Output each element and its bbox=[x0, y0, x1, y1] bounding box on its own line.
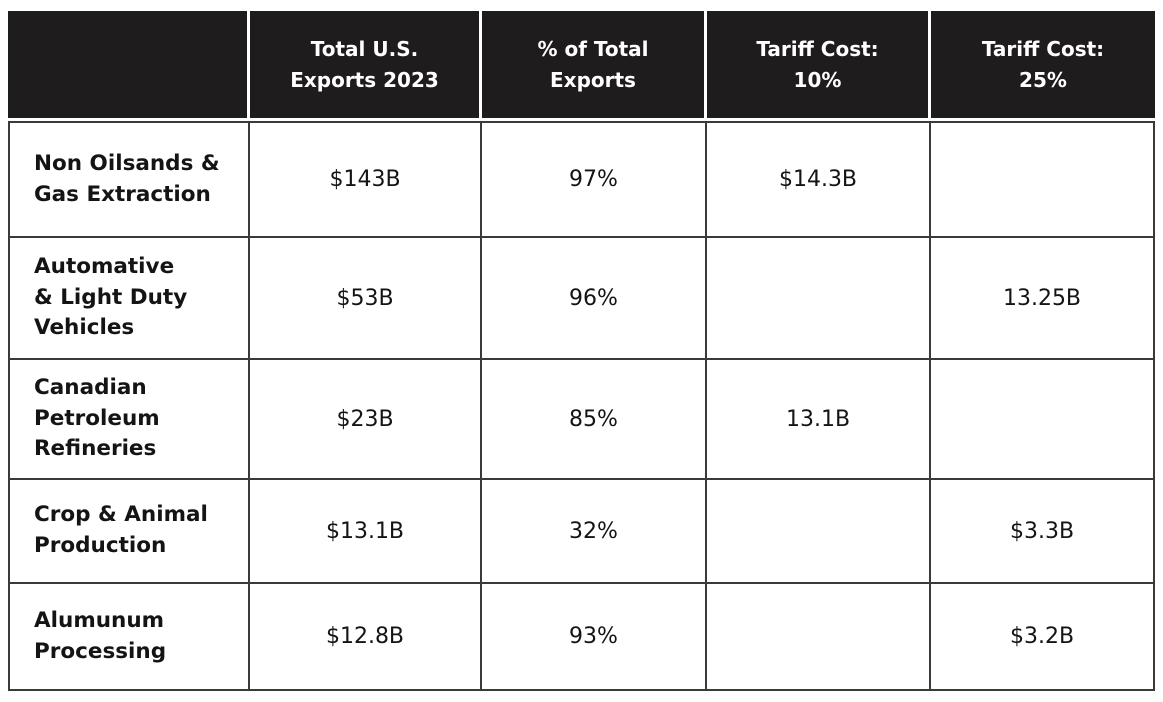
cell-pct-of-total: 93% bbox=[482, 584, 707, 689]
row-label: Alumunum Processing bbox=[10, 584, 250, 689]
cell-total-exports: $23B bbox=[250, 360, 482, 480]
tariff-cost-table: Total U.S. Exports 2023 % of Total Expor… bbox=[8, 11, 1155, 691]
cell-total-exports: $13.1B bbox=[250, 480, 482, 584]
cell-pct-of-total: 97% bbox=[482, 123, 707, 238]
row-label: Automative & Light Duty Vehicles bbox=[10, 238, 250, 360]
cell-tariff-10: $14.3B bbox=[707, 123, 931, 238]
cell-tariff-10: 13.1B bbox=[707, 360, 931, 480]
header-cell-tariff-25: Tariff Cost: 25% bbox=[931, 11, 1155, 118]
cell-pct-of-total: 96% bbox=[482, 238, 707, 360]
cell-tariff-10 bbox=[707, 584, 931, 689]
cell-pct-of-total: 85% bbox=[482, 360, 707, 480]
header-cell-pct-of-total: % of Total Exports bbox=[482, 11, 707, 118]
cell-tariff-25: $3.2B bbox=[931, 584, 1153, 689]
cell-total-exports: $143B bbox=[250, 123, 482, 238]
cell-tariff-25 bbox=[931, 123, 1153, 238]
header-cell-total-exports: Total U.S. Exports 2023 bbox=[250, 11, 482, 118]
cell-tariff-25: $3.3B bbox=[931, 480, 1153, 584]
cell-tariff-25: 13.25B bbox=[931, 238, 1153, 360]
cell-tariff-10 bbox=[707, 238, 931, 360]
row-label: Non Oilsands & Gas Extraction bbox=[10, 123, 250, 238]
table-body: Non Oilsands & Gas Extraction $143B 97% … bbox=[8, 121, 1155, 691]
header-cell-blank bbox=[8, 11, 250, 118]
table-header-row: Total U.S. Exports 2023 % of Total Expor… bbox=[8, 11, 1155, 118]
header-cell-tariff-10: Tariff Cost: 10% bbox=[707, 11, 931, 118]
cell-total-exports: $53B bbox=[250, 238, 482, 360]
row-label: Canadian Petroleum Refineries bbox=[10, 360, 250, 480]
cell-tariff-10 bbox=[707, 480, 931, 584]
row-label: Crop & Animal Production bbox=[10, 480, 250, 584]
cell-pct-of-total: 32% bbox=[482, 480, 707, 584]
cell-tariff-25 bbox=[931, 360, 1153, 480]
cell-total-exports: $12.8B bbox=[250, 584, 482, 689]
